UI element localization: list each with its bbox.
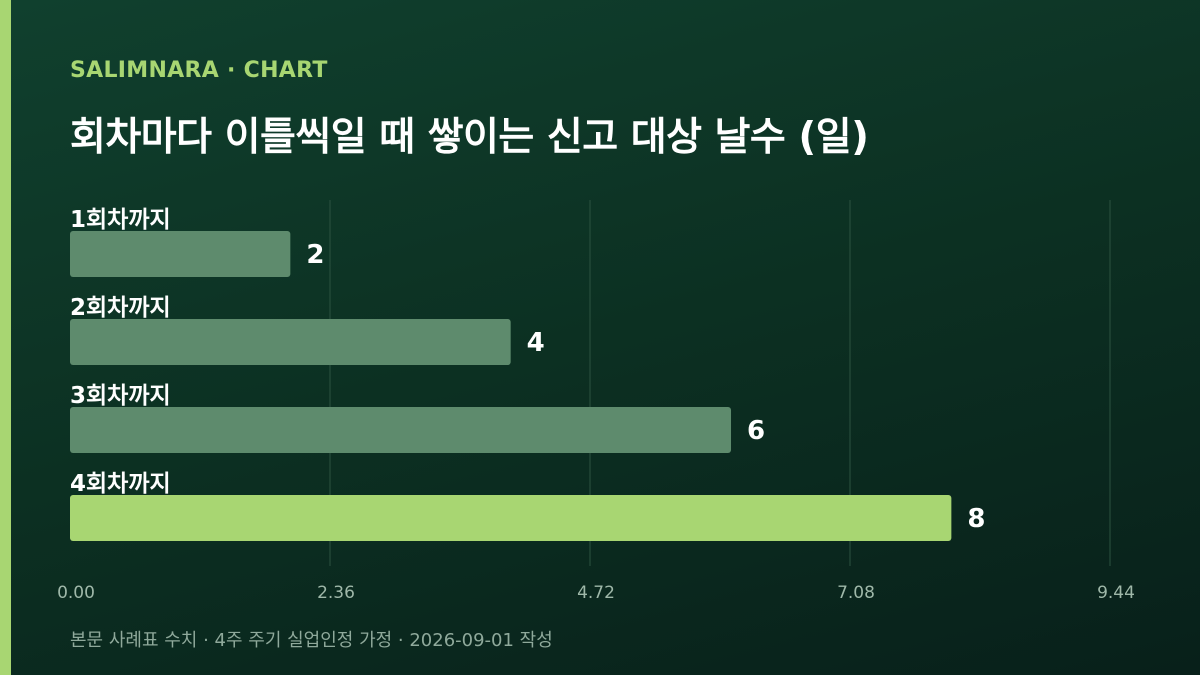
value-label: 8 [967,504,985,534]
bar [70,495,952,541]
x-tick-label: 4.72 [577,583,615,603]
value-label: 2 [306,240,324,270]
category-label: 4회차까지 [70,471,171,497]
value-label: 4 [527,328,545,358]
value-label: 6 [747,416,765,446]
accent-bar [0,0,11,675]
chart-eyebrow: SALIMNARA · CHART [70,58,328,83]
chart-title: 회차마다 이틀씩일 때 쌓이는 신고 대상 날수 (일) [70,115,869,160]
x-tick-label: 9.44 [1097,583,1135,603]
x-tick-label: 7.08 [837,583,875,603]
bar [70,319,511,365]
category-label: 2회차까지 [70,295,171,321]
x-tick-label: 0.00 [57,583,95,603]
category-label: 1회차까지 [70,207,171,233]
x-tick-label: 2.36 [317,583,355,603]
bar [70,407,732,453]
category-label: 3회차까지 [70,383,171,409]
bar [70,231,291,277]
chart-footnote: 본문 사례표 수치 · 4주 주기 실업인정 가정 · 2026-09-01 작… [70,630,553,651]
